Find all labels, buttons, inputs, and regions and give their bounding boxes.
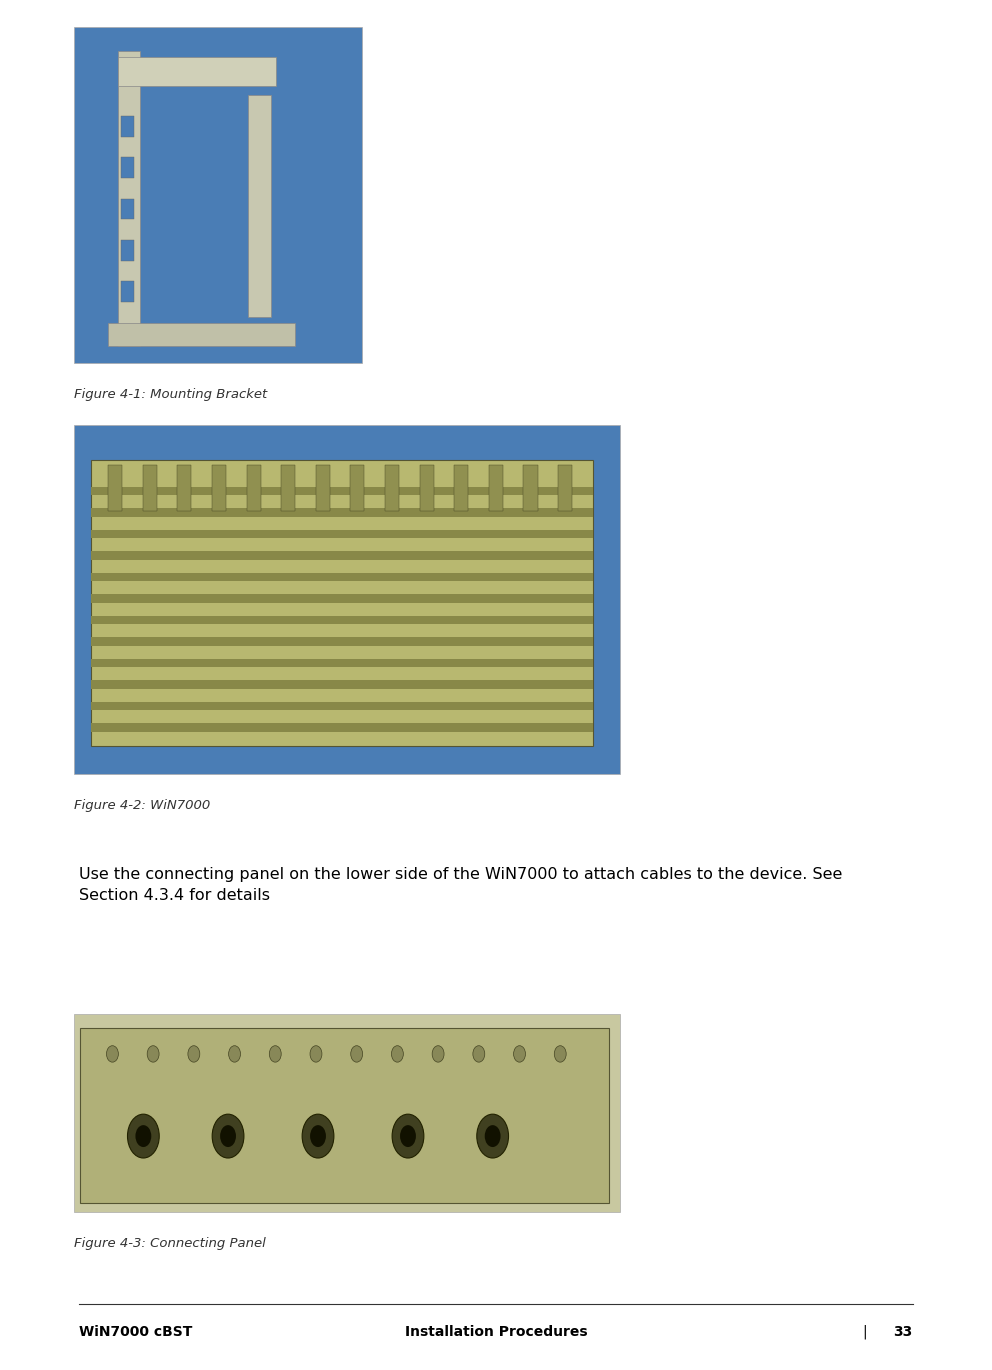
FancyBboxPatch shape: [91, 486, 593, 496]
Circle shape: [228, 1045, 240, 1062]
Circle shape: [136, 1125, 152, 1147]
FancyBboxPatch shape: [248, 95, 271, 316]
Bar: [121, 158, 134, 178]
FancyBboxPatch shape: [178, 466, 191, 511]
FancyBboxPatch shape: [79, 1028, 609, 1203]
Circle shape: [187, 1045, 199, 1062]
FancyBboxPatch shape: [74, 1014, 620, 1212]
Bar: [121, 240, 134, 260]
Circle shape: [147, 1045, 159, 1062]
FancyBboxPatch shape: [108, 323, 296, 347]
Bar: [121, 199, 134, 219]
Circle shape: [303, 1114, 334, 1158]
FancyBboxPatch shape: [281, 466, 296, 511]
FancyBboxPatch shape: [143, 466, 157, 511]
Bar: [121, 281, 134, 301]
FancyBboxPatch shape: [91, 723, 593, 732]
FancyBboxPatch shape: [91, 460, 593, 747]
FancyBboxPatch shape: [117, 51, 140, 347]
FancyBboxPatch shape: [74, 27, 362, 363]
Text: 33: 33: [893, 1325, 912, 1338]
FancyBboxPatch shape: [489, 466, 503, 511]
Circle shape: [514, 1045, 526, 1062]
Circle shape: [128, 1114, 160, 1158]
FancyBboxPatch shape: [91, 681, 593, 689]
Circle shape: [555, 1045, 566, 1062]
FancyBboxPatch shape: [558, 466, 572, 511]
Text: WiN7000 cBST: WiN7000 cBST: [79, 1325, 192, 1338]
FancyBboxPatch shape: [91, 595, 593, 603]
Circle shape: [269, 1045, 281, 1062]
Circle shape: [351, 1045, 363, 1062]
FancyBboxPatch shape: [91, 615, 593, 625]
Circle shape: [310, 1125, 326, 1147]
Bar: [121, 116, 134, 137]
FancyBboxPatch shape: [91, 551, 593, 560]
Text: Figure 4-3: Connecting Panel: Figure 4-3: Connecting Panel: [74, 1237, 266, 1249]
FancyBboxPatch shape: [524, 466, 538, 511]
Circle shape: [212, 1114, 244, 1158]
FancyBboxPatch shape: [420, 466, 434, 511]
Circle shape: [400, 1125, 416, 1147]
Text: Figure 4-1: Mounting Bracket: Figure 4-1: Mounting Bracket: [74, 388, 268, 400]
FancyBboxPatch shape: [91, 637, 593, 645]
FancyBboxPatch shape: [117, 56, 277, 86]
Circle shape: [485, 1125, 501, 1147]
FancyBboxPatch shape: [315, 466, 329, 511]
Text: |: |: [863, 1325, 867, 1340]
Circle shape: [473, 1045, 485, 1062]
FancyBboxPatch shape: [108, 466, 122, 511]
FancyBboxPatch shape: [454, 466, 468, 511]
Circle shape: [433, 1045, 444, 1062]
FancyBboxPatch shape: [91, 508, 593, 516]
Circle shape: [477, 1114, 509, 1158]
FancyBboxPatch shape: [91, 530, 593, 538]
FancyBboxPatch shape: [247, 466, 261, 511]
FancyBboxPatch shape: [74, 425, 620, 774]
Text: Installation Procedures: Installation Procedures: [405, 1325, 587, 1338]
FancyBboxPatch shape: [91, 701, 593, 710]
FancyBboxPatch shape: [91, 659, 593, 667]
FancyBboxPatch shape: [385, 466, 399, 511]
Circle shape: [392, 1114, 424, 1158]
Circle shape: [310, 1045, 322, 1062]
Text: Figure 4-2: WiN7000: Figure 4-2: WiN7000: [74, 799, 210, 811]
FancyBboxPatch shape: [350, 466, 364, 511]
FancyBboxPatch shape: [212, 466, 226, 511]
Text: Use the connecting panel on the lower side of the WiN7000 to attach cables to th: Use the connecting panel on the lower si…: [79, 867, 843, 903]
FancyBboxPatch shape: [91, 573, 593, 581]
Circle shape: [106, 1045, 118, 1062]
Circle shape: [220, 1125, 236, 1147]
Circle shape: [392, 1045, 404, 1062]
